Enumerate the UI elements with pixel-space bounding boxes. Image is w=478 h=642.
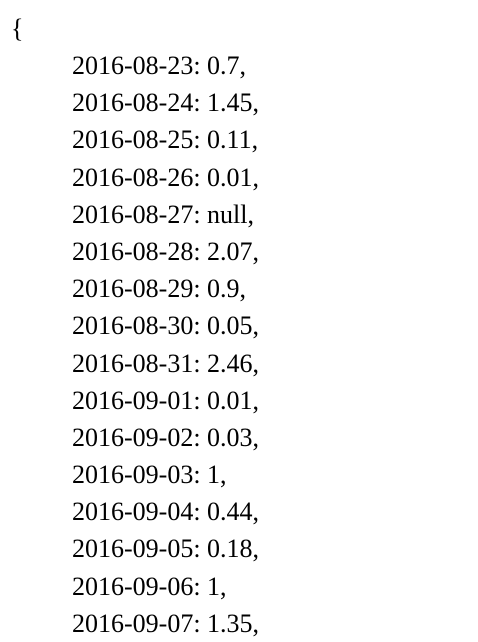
list-item: 2016-08-26: 0.01, — [72, 162, 260, 192]
list-item: 2016-08-25: 0.11, — [72, 125, 259, 155]
list-item: 2016-09-02: 0.03, — [72, 422, 260, 452]
list-item: 2016-08-23: 0.7, — [72, 51, 247, 80]
list-item: 2016-09-01: 0.01, — [72, 385, 260, 415]
entry-list: 2016-08-23: 0.7, 2016-08-24: 1.45, 2016-… — [72, 47, 259, 642]
open-brace: { — [11, 14, 24, 43]
list-item: 2016-08-28: 2.07, — [72, 236, 260, 266]
list-item: 2016-08-29: 0.9, — [72, 274, 247, 304]
list-item: 2016-08-30: 0.05, — [72, 311, 260, 341]
list-item: 2016-09-06: 1, — [72, 571, 227, 601]
list-item: 2016-08-31: 2.46, — [72, 348, 260, 378]
list-item: 2016-09-04: 0.44, — [72, 497, 260, 527]
list-item: 2016-09-07: 1.35, — [72, 608, 260, 638]
list-item: 2016-08-24: 1.45, — [72, 88, 260, 118]
list-item: 2016-09-03: 1, — [72, 460, 227, 490]
list-item: 2016-08-27: null, — [72, 199, 254, 229]
list-item: 2016-09-05: 0.18, — [72, 534, 260, 564]
